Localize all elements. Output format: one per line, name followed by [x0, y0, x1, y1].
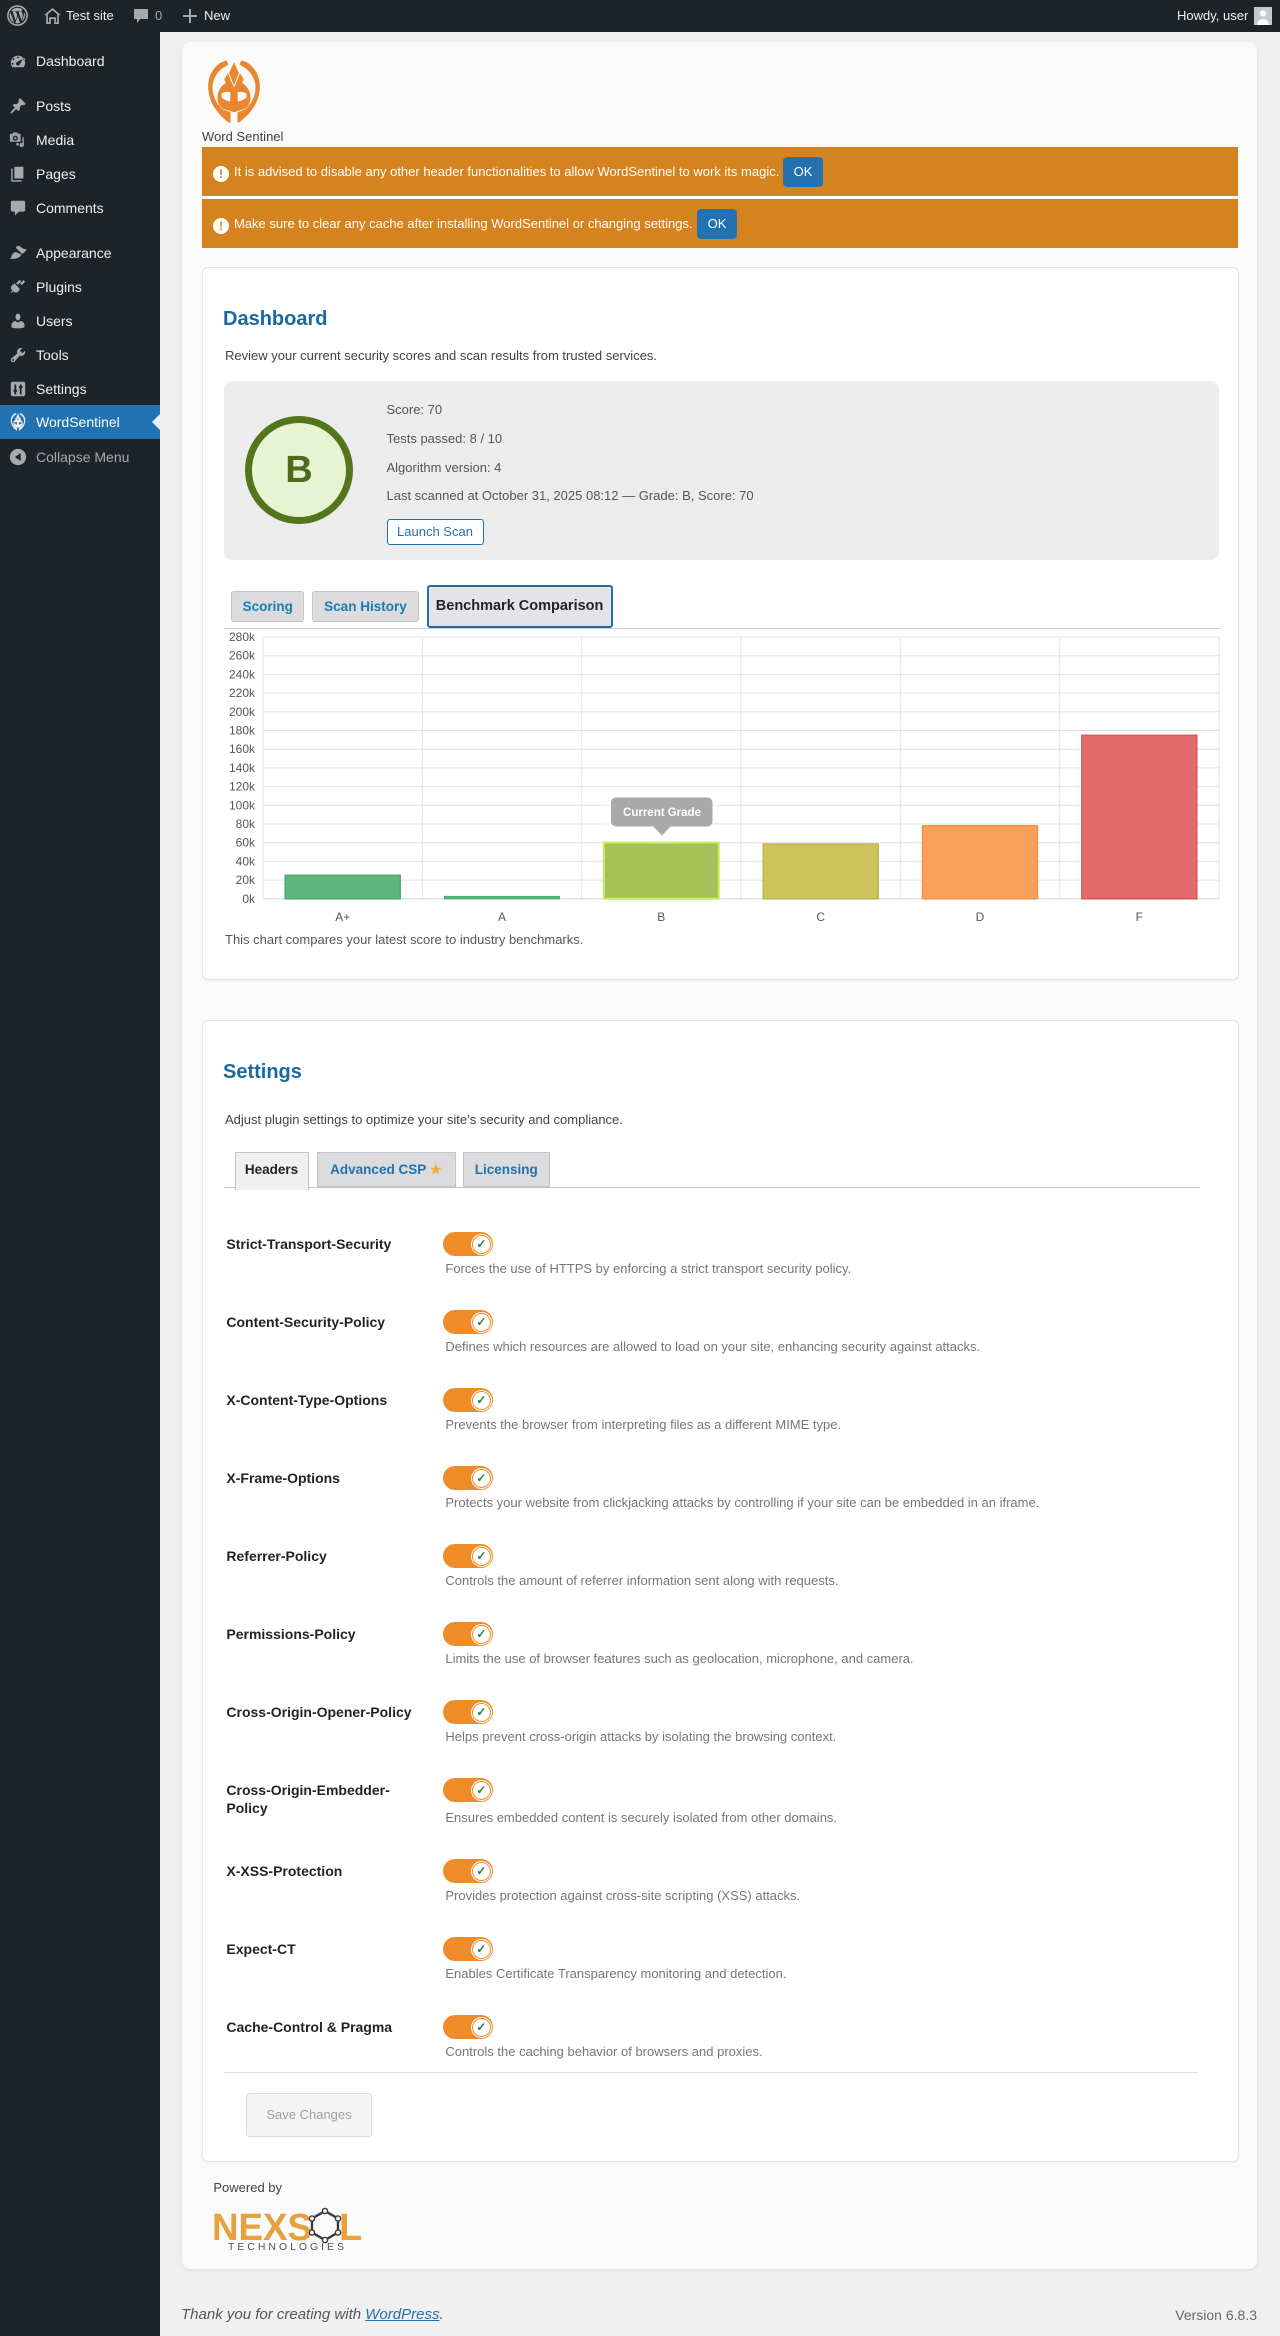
svg-text:220k: 220k	[229, 686, 256, 700]
svg-text:240k: 240k	[229, 667, 256, 681]
svg-text:D: D	[976, 910, 985, 924]
svg-text:B: B	[657, 910, 665, 924]
svg-text:120k: 120k	[229, 780, 256, 794]
svg-text:180k: 180k	[229, 724, 256, 738]
svg-text:140k: 140k	[229, 761, 256, 775]
svg-text:Current Grade: Current Grade	[623, 807, 701, 819]
svg-text:80k: 80k	[236, 817, 256, 831]
svg-text:L: L	[339, 2207, 362, 2249]
svg-text:160k: 160k	[229, 742, 256, 756]
svg-text:TECHNOLOGIES: TECHNOLOGIES	[228, 2241, 347, 2253]
svg-text:F: F	[1136, 910, 1143, 924]
svg-text:60k: 60k	[236, 836, 256, 850]
svg-text:C: C	[816, 910, 825, 924]
svg-text:A: A	[498, 910, 506, 924]
svg-text:40k: 40k	[236, 854, 256, 868]
svg-text:260k: 260k	[229, 649, 256, 663]
svg-text:20k: 20k	[236, 873, 256, 887]
svg-text:200k: 200k	[229, 705, 256, 719]
svg-text:100k: 100k	[229, 798, 256, 812]
svg-text:A+: A+	[335, 910, 350, 924]
svg-text:280k: 280k	[229, 631, 256, 644]
svg-text:0k: 0k	[242, 892, 256, 906]
svg-text:NEXS: NEXS	[212, 2207, 312, 2249]
